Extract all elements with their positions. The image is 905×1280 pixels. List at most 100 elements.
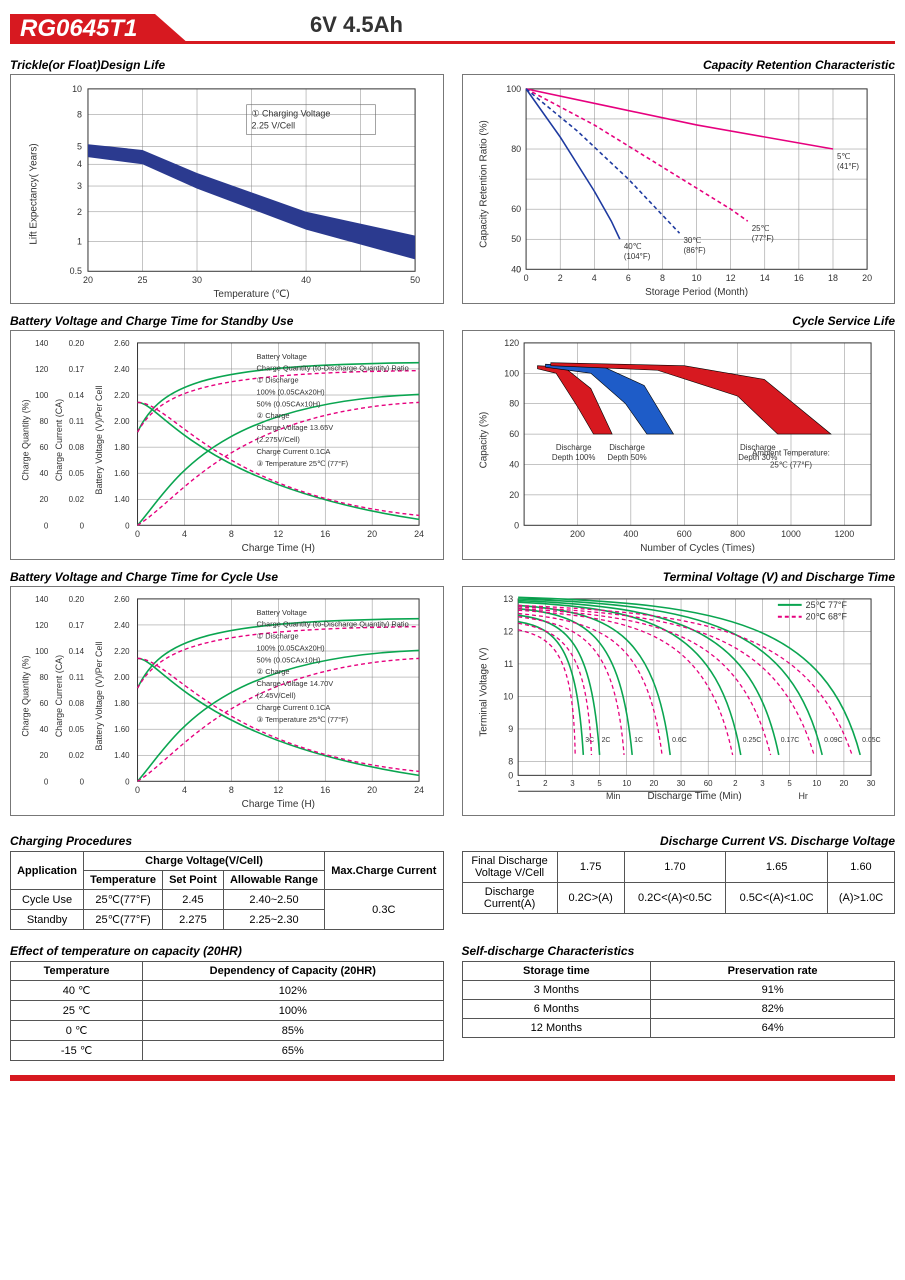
panel-charging-table: Charging Procedures Application Charge V…	[10, 826, 444, 930]
table-row: 3 Months91%	[462, 981, 895, 1000]
svg-text:Storage Period (Month): Storage Period (Month)	[645, 287, 748, 298]
svg-text:0.02: 0.02	[69, 495, 84, 504]
svg-text:Capacity Retention Ratio (%): Capacity Retention Ratio (%)	[478, 120, 489, 248]
svg-text:12: 12	[273, 785, 283, 795]
svg-text:Charge Current (CA): Charge Current (CA)	[54, 399, 64, 481]
svg-text:20: 20	[839, 779, 848, 788]
svg-text:40: 40	[509, 459, 519, 469]
svg-text:60: 60	[40, 699, 49, 708]
svg-text:0: 0	[44, 777, 49, 786]
svg-text:6: 6	[625, 273, 630, 283]
table-row: Final Discharge Voltage V/Cell 1.75 1.70…	[462, 852, 895, 883]
svg-text:0: 0	[523, 273, 528, 283]
svg-text:2.40: 2.40	[114, 621, 130, 630]
svg-text:Depth 100%: Depth 100%	[551, 453, 595, 462]
title-discharge: Discharge Current VS. Discharge Voltage	[462, 834, 896, 848]
svg-text:1C: 1C	[634, 737, 643, 744]
svg-text:2: 2	[733, 779, 737, 788]
svg-text:4: 4	[182, 529, 187, 539]
svg-text:0: 0	[135, 529, 140, 539]
svg-text:Battery Voltage: Battery Voltage	[256, 608, 306, 617]
svg-text:Battery Voltage (V)/Per Cell: Battery Voltage (V)/Per Cell	[94, 642, 104, 751]
svg-text:200: 200	[570, 529, 585, 539]
svg-text:Number of Cycles (Times): Number of Cycles (Times)	[640, 543, 755, 554]
svg-text:0.5: 0.5	[70, 266, 82, 276]
svg-text:16: 16	[793, 273, 803, 283]
svg-text:25℃: 25℃	[751, 224, 769, 233]
svg-text:0: 0	[135, 785, 140, 795]
svg-text:100: 100	[506, 84, 521, 94]
svg-text:2.60: 2.60	[114, 595, 130, 604]
title-self-discharge: Self-discharge Characteristics	[462, 944, 896, 958]
title-retention: Capacity Retention Characteristic	[462, 58, 896, 72]
th-max: Max.Charge Current	[325, 852, 443, 890]
svg-text:12: 12	[273, 529, 283, 539]
svg-text:1: 1	[77, 237, 82, 247]
svg-text:0.14: 0.14	[69, 647, 85, 656]
svg-text:8: 8	[229, 785, 234, 795]
svg-text:40℃: 40℃	[623, 242, 641, 251]
svg-text:Lift Expectancy( Years): Lift Expectancy( Years)	[28, 143, 39, 244]
svg-text:4: 4	[591, 273, 596, 283]
svg-text:2C: 2C	[601, 737, 610, 744]
header: RG0645T1 6V 4.5Ah	[10, 10, 895, 44]
svg-text:20: 20	[83, 275, 93, 285]
svg-text:① Charging Voltage: ① Charging Voltage	[252, 109, 331, 119]
svg-text:Ambient Temperature:: Ambient Temperature:	[752, 448, 830, 457]
svg-text:10: 10	[812, 779, 821, 788]
svg-text:40: 40	[40, 469, 49, 478]
svg-text:Temperature (℃): Temperature (℃)	[213, 289, 289, 300]
svg-text:1200: 1200	[834, 529, 854, 539]
svg-text:100: 100	[35, 391, 49, 400]
svg-text:25℃ 77°F: 25℃ 77°F	[805, 600, 847, 610]
svg-text:20: 20	[509, 490, 519, 500]
svg-text:0: 0	[508, 770, 513, 780]
svg-text:5: 5	[77, 141, 82, 151]
svg-text:60: 60	[511, 204, 521, 214]
svg-text:2: 2	[77, 207, 82, 217]
svg-text:20: 20	[367, 529, 377, 539]
title-standby: Battery Voltage and Charge Time for Stan…	[10, 314, 444, 328]
chart-standby: 0481216202402040608010012014000.020.050.…	[10, 330, 444, 560]
svg-text:120: 120	[35, 365, 49, 374]
svg-text:4: 4	[77, 159, 82, 169]
table-row: 0 ℃85%	[11, 1021, 444, 1041]
svg-text:③ Temperature 25℃ (77°F): ③ Temperature 25℃ (77°F)	[256, 459, 348, 468]
svg-text:(86°F): (86°F)	[683, 246, 705, 255]
svg-text:100: 100	[504, 368, 519, 378]
svg-text:0.20: 0.20	[69, 339, 85, 348]
svg-text:8: 8	[660, 273, 665, 283]
svg-text:0.20: 0.20	[69, 595, 85, 604]
svg-text:120: 120	[35, 621, 49, 630]
svg-text:Charge Current 0.1CA: Charge Current 0.1CA	[256, 447, 330, 456]
svg-text:Battery Voltage: Battery Voltage	[256, 352, 306, 361]
title-cycle-use: Battery Voltage and Charge Time for Cycl…	[10, 570, 444, 584]
panel-standby: Battery Voltage and Charge Time for Stan…	[10, 314, 444, 560]
svg-text:60: 60	[40, 443, 49, 452]
svg-text:3C: 3C	[585, 737, 594, 744]
svg-text:16: 16	[320, 785, 330, 795]
svg-text:1.80: 1.80	[114, 699, 130, 708]
svg-text:Hr: Hr	[798, 791, 807, 801]
spec-text: 6V 4.5Ah	[310, 12, 403, 38]
svg-text:40: 40	[301, 275, 311, 285]
svg-text:2.00: 2.00	[114, 417, 130, 426]
panel-discharge-table: Discharge Current VS. Discharge Voltage …	[462, 826, 896, 930]
model-badge: RG0645T1	[10, 14, 155, 44]
svg-text:(2.275V/Cell): (2.275V/Cell)	[256, 435, 300, 444]
svg-text:80: 80	[40, 417, 49, 426]
table-row: Cycle Use 25℃(77°F) 2.45 2.40~2.50 0.3C	[11, 890, 444, 910]
svg-text:0.08: 0.08	[69, 699, 85, 708]
svg-text:Charge Quantity (%): Charge Quantity (%)	[20, 655, 30, 736]
svg-text:2.40: 2.40	[114, 365, 130, 374]
svg-text:60: 60	[703, 779, 712, 788]
svg-text:50% (0.05CAx10H): 50% (0.05CAx10H)	[256, 655, 320, 664]
svg-text:8: 8	[77, 110, 82, 120]
svg-text:20: 20	[367, 785, 377, 795]
table-row: 6 Months82%	[462, 1000, 895, 1019]
table-temp-effect: Temperature Dependency of Capacity (20HR…	[10, 961, 444, 1061]
svg-text:50: 50	[511, 234, 521, 244]
svg-text:80: 80	[511, 144, 521, 154]
svg-text:2.20: 2.20	[114, 647, 130, 656]
svg-text:① Discharge: ① Discharge	[256, 376, 298, 385]
